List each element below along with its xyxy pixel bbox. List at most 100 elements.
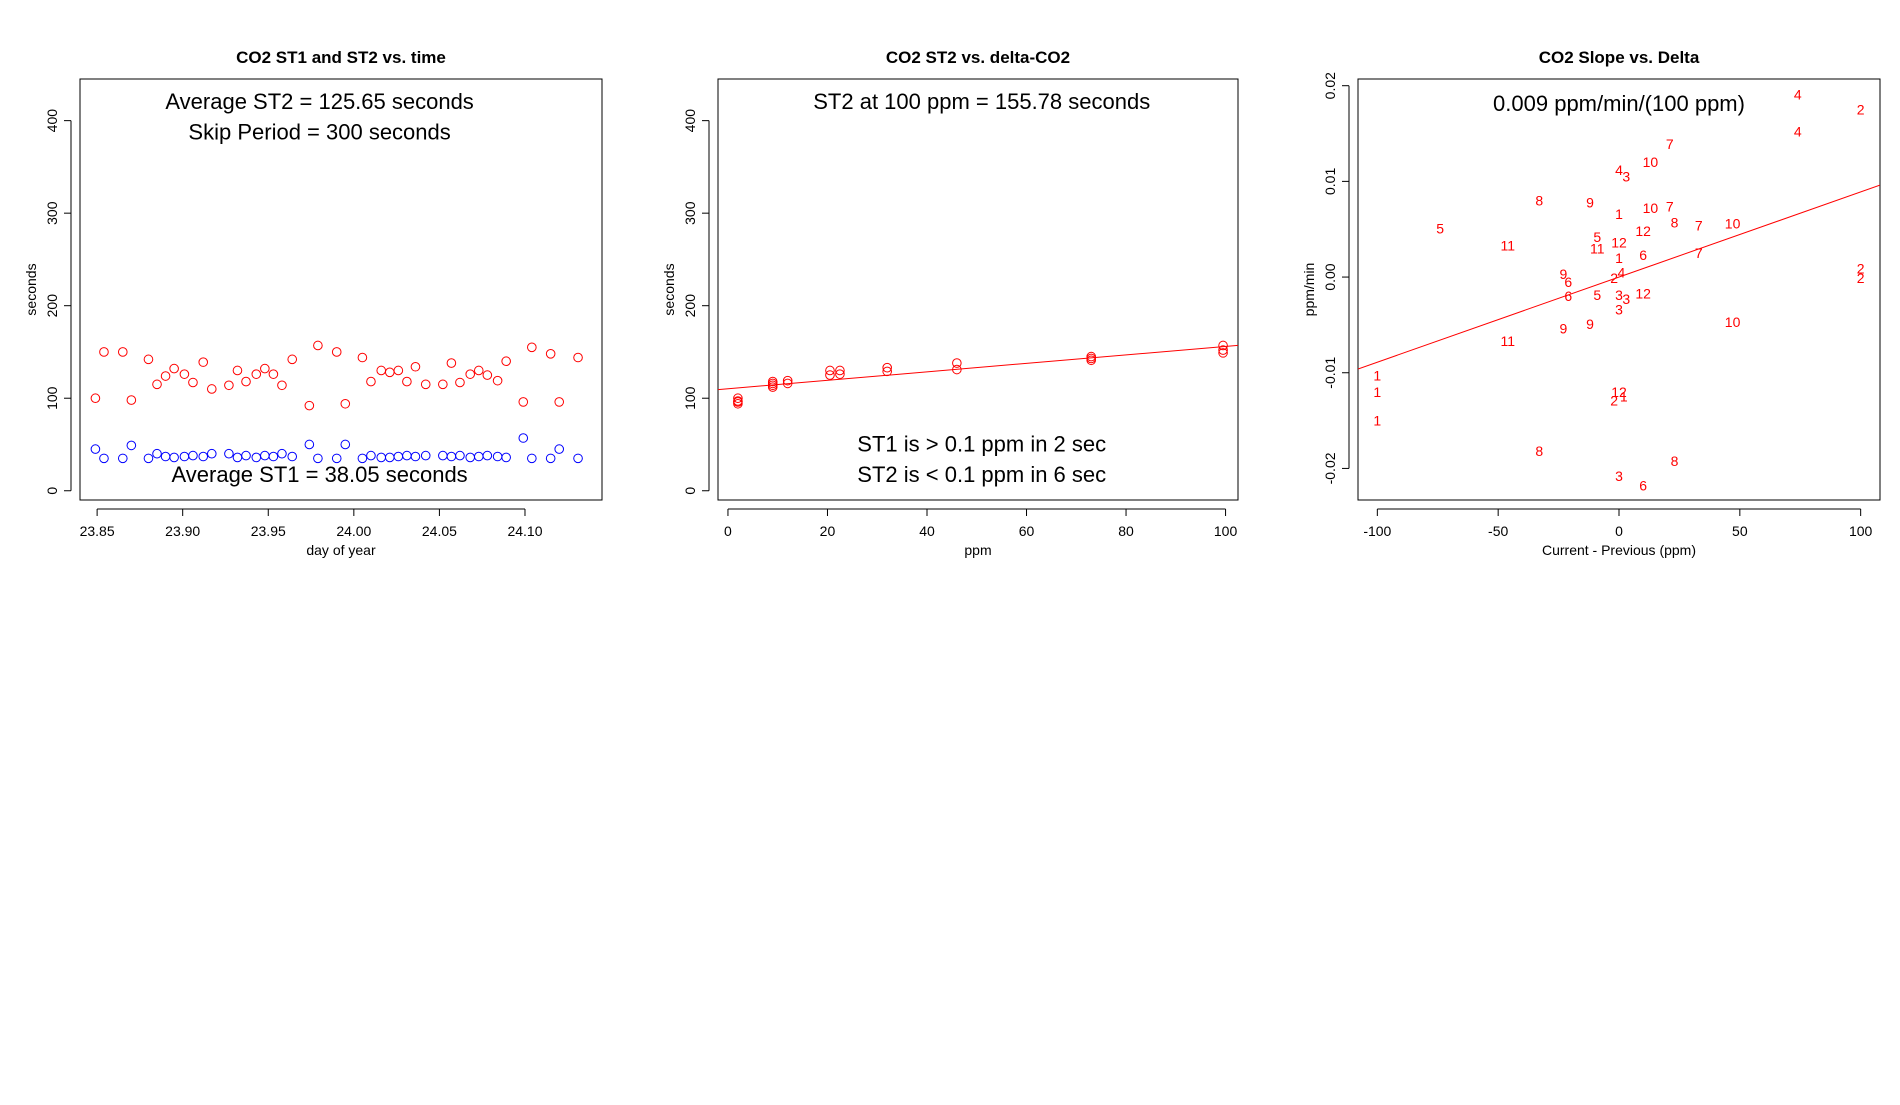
data-point xyxy=(882,362,892,373)
data-point xyxy=(277,448,287,459)
data-point xyxy=(313,340,323,351)
data-point xyxy=(340,398,351,409)
data-point xyxy=(304,439,315,450)
data-point xyxy=(224,380,234,391)
data-point xyxy=(482,370,493,380)
data-point xyxy=(160,451,171,462)
data-point xyxy=(169,363,179,374)
annotation: 0.009 ppm/min/(100 ppm) xyxy=(1493,91,1745,116)
data-point xyxy=(224,448,234,459)
data-point xyxy=(340,439,351,450)
data-point xyxy=(438,379,448,390)
data-point xyxy=(420,379,431,390)
chart-title: CO2 Slope vs. Delta xyxy=(1539,48,1700,67)
point-label: 11 xyxy=(1590,240,1605,256)
data-point xyxy=(473,365,484,376)
data-point xyxy=(402,450,412,461)
regression-line xyxy=(1358,184,1880,370)
plot-frame xyxy=(1357,78,1881,501)
x-axis-label: day of year xyxy=(306,542,376,558)
plot-frame xyxy=(717,78,1239,501)
data-point xyxy=(410,451,421,462)
data-point xyxy=(952,364,962,375)
data-point xyxy=(825,370,835,380)
data-point xyxy=(90,393,101,404)
data-point xyxy=(384,367,395,378)
x-tick-label: -50 xyxy=(1488,523,1508,539)
data-point xyxy=(384,452,395,463)
x-tick-label: 20 xyxy=(820,523,836,539)
data-point xyxy=(241,450,251,461)
point-label: 2 xyxy=(1610,270,1618,286)
x-tick-label: 60 xyxy=(1019,523,1035,539)
point-label: 1 xyxy=(1615,206,1623,222)
point-label: 1 xyxy=(1615,250,1623,266)
data-point xyxy=(1218,348,1228,358)
data-point xyxy=(402,376,412,387)
data-point xyxy=(376,452,387,463)
x-tick-label: 100 xyxy=(1849,523,1873,539)
y-tick-label: 200 xyxy=(44,294,60,318)
data-point xyxy=(90,444,101,454)
data-point xyxy=(198,357,209,367)
y-tick-label: 400 xyxy=(44,109,60,133)
series-1 xyxy=(90,340,583,411)
point-label: 10 xyxy=(1725,314,1741,330)
y-tick-label: 0.00 xyxy=(1322,263,1338,290)
y-tick-label: 0.02 xyxy=(1322,72,1338,99)
regression-line xyxy=(718,344,1238,391)
annotation: ST2 is < 0.1 ppm in 6 sec xyxy=(857,462,1106,487)
x-axis-label: ppm xyxy=(964,542,991,558)
point-label: 12 xyxy=(1635,223,1651,239)
x-tick-label: 40 xyxy=(919,523,935,539)
data-point xyxy=(206,384,217,394)
point-label: 3 xyxy=(1622,169,1630,185)
x-tick-label: -100 xyxy=(1363,523,1391,539)
data-point xyxy=(492,375,503,386)
data-point xyxy=(1218,345,1228,355)
chart-title: CO2 ST1 and ST2 vs. time xyxy=(236,48,446,67)
data-point xyxy=(304,400,315,411)
y-axis-label: ppm/min xyxy=(1301,263,1317,317)
point-label: 10 xyxy=(1725,215,1741,231)
data-point xyxy=(482,450,493,461)
point-label: 12 xyxy=(1611,235,1627,251)
data-point xyxy=(117,347,128,357)
data-point xyxy=(152,448,162,459)
point-label: 9 xyxy=(1560,266,1568,282)
point-label: 1 xyxy=(1373,368,1381,384)
data-point xyxy=(251,452,262,463)
annotation: Skip Period = 300 seconds xyxy=(188,120,450,145)
data-point xyxy=(733,397,743,407)
point-label: 11 xyxy=(1501,237,1516,253)
data-point xyxy=(767,380,778,391)
data-point xyxy=(393,451,404,462)
x-tick-label: 23.90 xyxy=(165,523,200,539)
point-label: 10 xyxy=(1643,154,1659,170)
point-label: 6 xyxy=(1639,247,1647,263)
data-point xyxy=(160,371,171,381)
point-label: 6 xyxy=(1564,274,1572,290)
y-tick-label: 300 xyxy=(682,201,698,225)
y-tick-label: -0.02 xyxy=(1322,452,1338,484)
x-tick-label: 100 xyxy=(1214,523,1238,539)
data-point xyxy=(357,352,368,363)
y-tick-label: 100 xyxy=(682,386,698,410)
point-label: 9 xyxy=(1586,194,1594,210)
chart-panel-1: CO2 ST1 and ST2 vs. time 23.85 23.90 23.95 2… xyxy=(23,48,603,558)
data-point xyxy=(260,363,270,374)
chart-title: CO2 ST2 vs. delta-CO2 xyxy=(886,48,1070,67)
data-point xyxy=(232,452,243,463)
data-point xyxy=(882,366,892,377)
data-point xyxy=(438,450,448,461)
x-tick-label: 24.10 xyxy=(507,523,542,539)
data-point xyxy=(232,365,243,376)
data-point xyxy=(99,453,109,464)
data-point xyxy=(251,369,262,379)
point-label: 8 xyxy=(1535,193,1543,209)
point-label: 5 xyxy=(1593,229,1601,245)
data-point xyxy=(455,450,465,461)
data-point xyxy=(835,365,845,376)
plot-frame xyxy=(79,78,603,501)
annotation: Average ST1 = 38.05 seconds xyxy=(172,462,468,487)
